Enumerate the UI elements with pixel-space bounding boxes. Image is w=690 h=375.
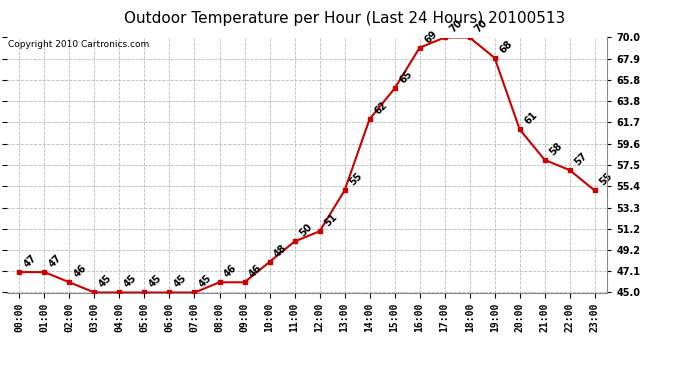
Text: 55: 55 xyxy=(598,171,614,188)
Text: 46: 46 xyxy=(222,263,239,279)
Text: 47: 47 xyxy=(22,253,39,269)
Text: 47: 47 xyxy=(47,253,63,269)
Text: 68: 68 xyxy=(497,38,514,55)
Text: 70: 70 xyxy=(447,18,464,35)
Text: 51: 51 xyxy=(322,212,339,228)
Text: 45: 45 xyxy=(197,273,214,290)
Text: 50: 50 xyxy=(297,222,314,239)
Text: 48: 48 xyxy=(273,242,289,259)
Text: 45: 45 xyxy=(172,273,189,290)
Text: 58: 58 xyxy=(547,140,564,157)
Text: 55: 55 xyxy=(347,171,364,188)
Text: 70: 70 xyxy=(473,18,489,35)
Text: 45: 45 xyxy=(122,273,139,290)
Text: 61: 61 xyxy=(522,110,539,126)
Text: 65: 65 xyxy=(397,69,414,86)
Text: 46: 46 xyxy=(247,263,264,279)
Text: 69: 69 xyxy=(422,28,439,45)
Text: 46: 46 xyxy=(72,263,89,279)
Text: Copyright 2010 Cartronics.com: Copyright 2010 Cartronics.com xyxy=(8,40,149,49)
Text: 62: 62 xyxy=(373,100,389,116)
Text: 45: 45 xyxy=(97,273,114,290)
Text: 57: 57 xyxy=(573,151,589,167)
Text: Outdoor Temperature per Hour (Last 24 Hours) 20100513: Outdoor Temperature per Hour (Last 24 Ho… xyxy=(124,11,566,26)
Text: 45: 45 xyxy=(147,273,164,290)
